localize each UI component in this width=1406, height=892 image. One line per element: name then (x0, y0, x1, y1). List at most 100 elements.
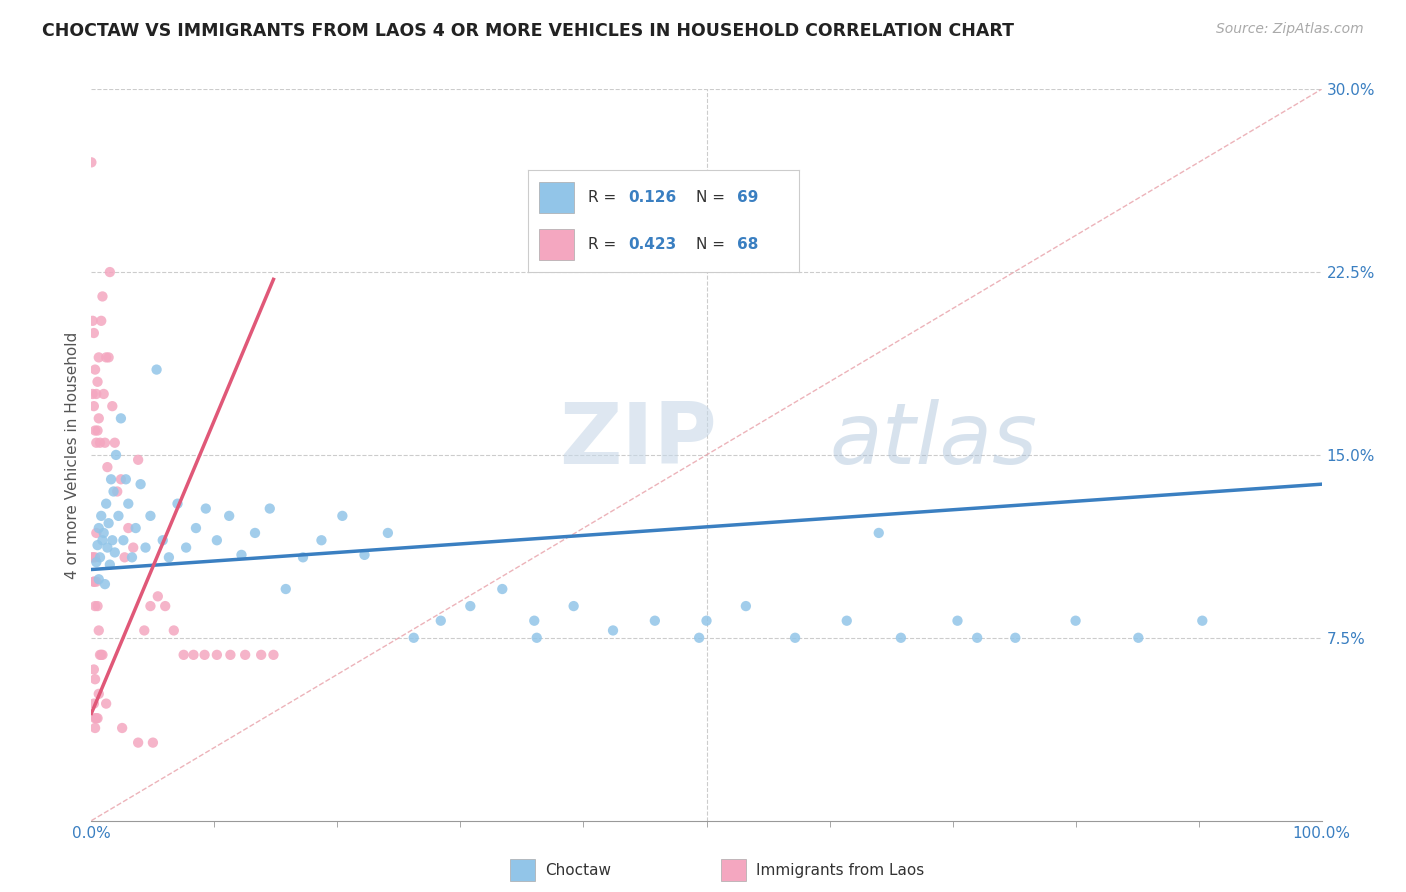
Text: CHOCTAW VS IMMIGRANTS FROM LAOS 4 OR MORE VEHICLES IN HOUSEHOLD CORRELATION CHAR: CHOCTAW VS IMMIGRANTS FROM LAOS 4 OR MOR… (42, 22, 1014, 40)
Text: Choctaw: Choctaw (544, 863, 610, 878)
Point (87, 351, 110, 365)
Point (93, 387, 115, 401)
Point (402, 631, 425, 645)
Point (96, 460, 118, 475)
Point (83, 697, 105, 711)
Point (562, 599, 585, 613)
Point (596, 179, 619, 194)
Point (205, 533, 228, 548)
Point (146, 590, 169, 604)
Point (110, 472, 132, 486)
Point (84, 721, 107, 735)
Point (145, 362, 167, 376)
Point (193, 648, 217, 662)
Point (96, 351, 117, 365)
Point (311, 533, 333, 548)
Point (523, 614, 546, 628)
Point (82, 314, 104, 328)
Point (84, 672, 107, 686)
Point (114, 550, 136, 565)
Point (183, 648, 205, 662)
Point (87, 624, 110, 638)
Point (90, 648, 112, 662)
Point (890, 631, 912, 645)
Point (87, 521, 110, 535)
Point (100, 472, 122, 486)
Point (734, 599, 756, 613)
Point (104, 435, 127, 450)
Point (429, 614, 451, 628)
Point (90, 314, 112, 328)
Point (96, 497, 117, 511)
Bar (538, 182, 574, 212)
Point (101, 533, 124, 548)
Point (87, 687, 110, 701)
Point (218, 508, 240, 523)
Point (124, 521, 146, 535)
Point (274, 582, 297, 596)
Text: 0.126: 0.126 (628, 190, 676, 205)
Point (86, 435, 108, 450)
Point (291, 550, 314, 565)
Point (86, 599, 108, 613)
Point (84, 599, 107, 613)
Point (134, 624, 156, 638)
Point (112, 533, 135, 548)
Point (783, 631, 806, 645)
Point (122, 541, 145, 555)
Point (86, 538, 108, 552)
Point (153, 599, 177, 613)
Point (1064, 614, 1087, 628)
Point (84, 362, 107, 376)
Point (966, 631, 988, 645)
Text: 68: 68 (737, 237, 758, 252)
Text: ZIP: ZIP (558, 399, 717, 482)
Point (184, 521, 207, 535)
Point (84, 711, 107, 725)
Point (84, 424, 107, 438)
Text: N =: N = (696, 190, 730, 205)
Point (127, 736, 149, 750)
Point (91, 289, 114, 303)
Point (82, 387, 104, 401)
Point (868, 525, 890, 540)
Point (127, 452, 149, 467)
Point (526, 631, 548, 645)
Point (93, 525, 115, 540)
Point (111, 721, 134, 735)
Point (114, 472, 138, 486)
Point (86, 555, 108, 569)
Point (83, 574, 105, 589)
Point (139, 508, 162, 523)
Point (458, 599, 481, 613)
Point (86, 387, 108, 401)
Point (83, 326, 105, 340)
Point (82, 550, 104, 565)
Point (83, 399, 105, 413)
Point (91, 533, 114, 548)
Point (194, 501, 217, 516)
Point (86, 711, 108, 725)
Point (243, 525, 266, 540)
Point (103, 484, 125, 499)
Point (174, 541, 197, 555)
Point (97, 351, 120, 365)
Point (946, 614, 969, 628)
Point (86, 711, 108, 725)
Point (87, 572, 110, 586)
Point (98, 558, 121, 572)
Point (87, 411, 110, 425)
Point (82, 550, 104, 565)
Point (152, 533, 174, 548)
Point (86, 375, 108, 389)
Point (89, 435, 111, 450)
Point (835, 614, 858, 628)
Point (219, 648, 242, 662)
Y-axis label: 4 or more Vehicles in Household: 4 or more Vehicles in Household (65, 331, 80, 579)
Point (105, 484, 128, 499)
Point (1191, 614, 1213, 628)
Point (135, 541, 156, 555)
Point (89, 648, 111, 662)
Point (1004, 631, 1026, 645)
Point (86, 525, 108, 540)
